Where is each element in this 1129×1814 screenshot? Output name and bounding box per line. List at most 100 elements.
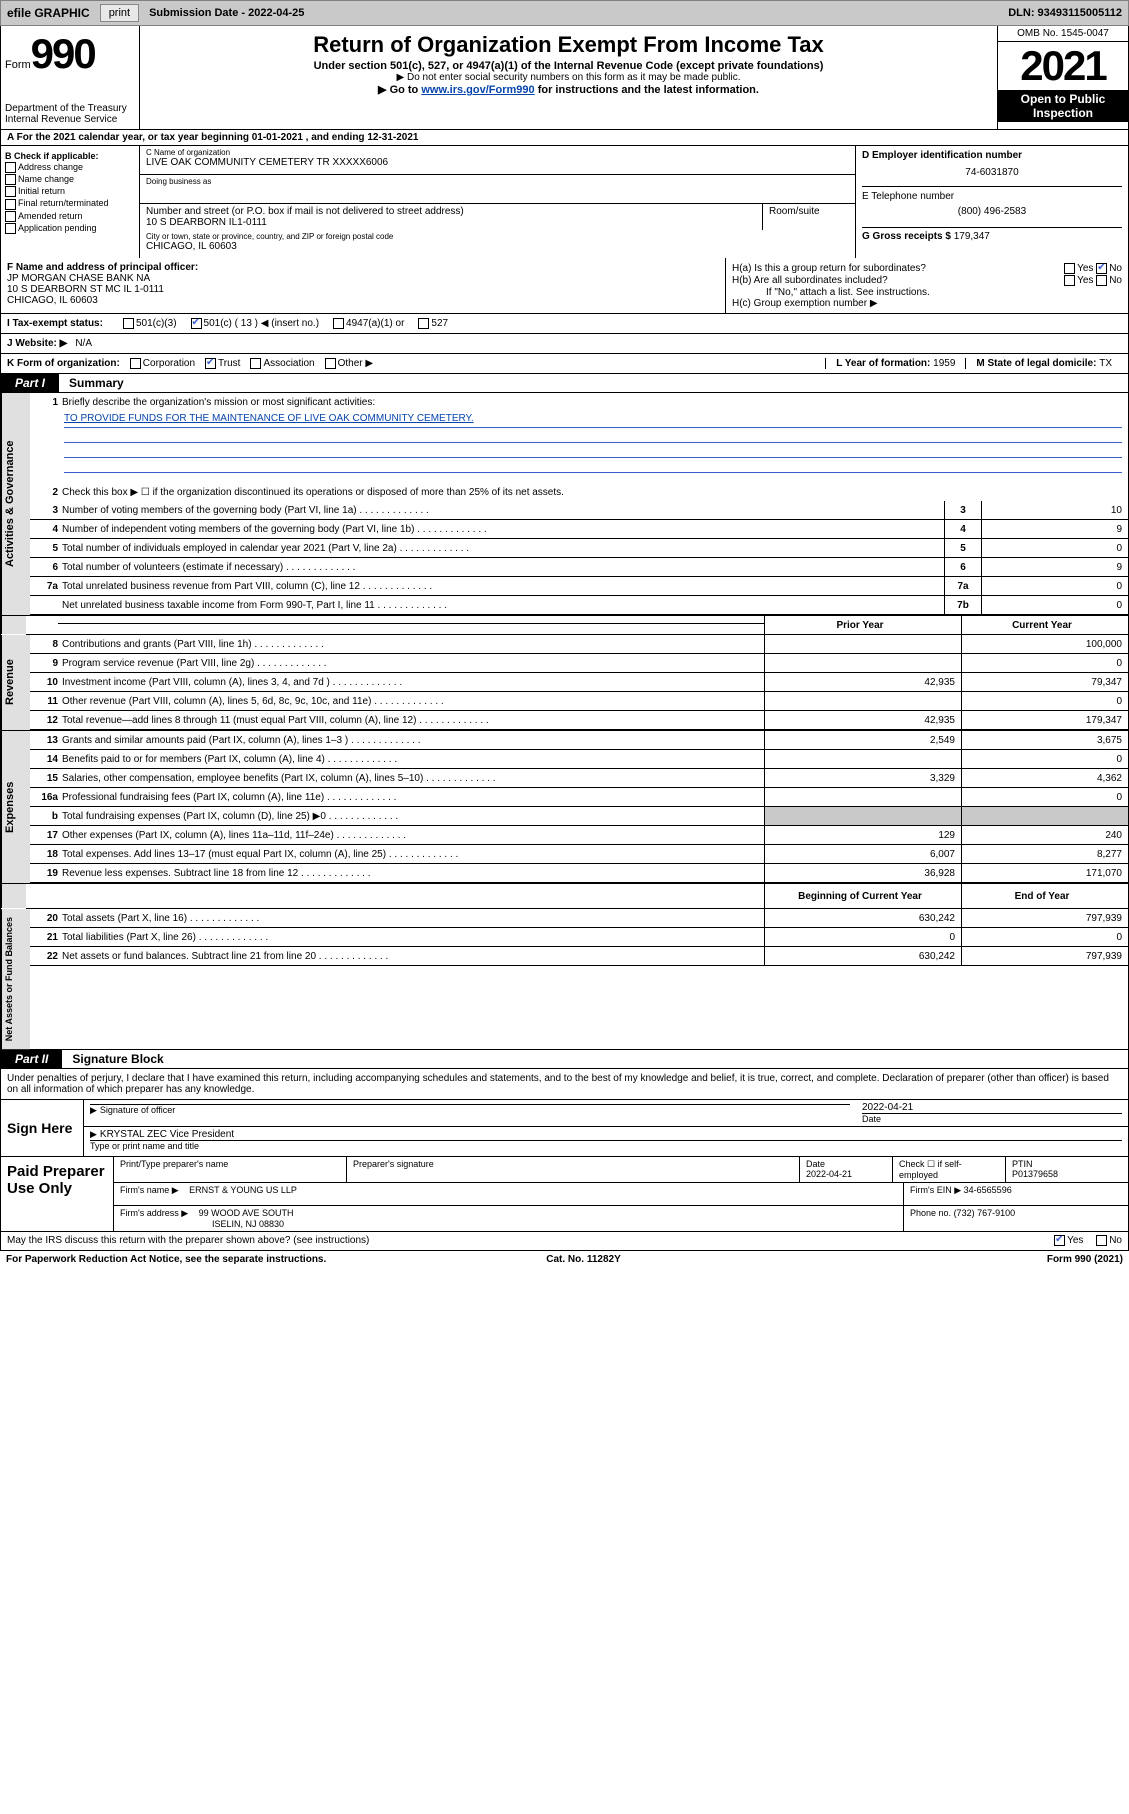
c-room-label: Room/suite — [769, 206, 849, 217]
line2-desc: Check this box ▶ ☐ if the organization d… — [62, 485, 1128, 500]
checkbox-icon[interactable] — [1064, 275, 1075, 286]
mission-line1: TO PROVIDE FUNDS FOR THE MAINTENANCE OF … — [64, 413, 1122, 428]
checkbox-icon[interactable] — [5, 162, 16, 173]
checkbox-icon[interactable] — [250, 358, 261, 369]
side-expenses: Expenses — [1, 731, 30, 883]
mission-line4 — [64, 458, 1122, 473]
f-line3: CHICAGO, IL 60603 — [7, 295, 719, 306]
tax-year: 2021 — [998, 42, 1128, 90]
prep-ptin-val: P01379658 — [1012, 1169, 1122, 1179]
c-name-label: C Name of organization — [146, 148, 849, 157]
checkbox-icon[interactable] — [5, 211, 16, 222]
checkbox-icon[interactable] — [1054, 1235, 1065, 1246]
d-label: D Employer identification number — [862, 150, 1122, 161]
checkbox-icon[interactable] — [1096, 275, 1107, 286]
f-line2: 10 S DEARBORN ST MC IL 1-0111 — [7, 284, 719, 295]
checkbox-icon[interactable] — [418, 318, 429, 329]
header-right: OMB No. 1545-0047 2021 Open to Public In… — [997, 26, 1128, 129]
print-button[interactable]: print — [100, 4, 139, 22]
checkbox-icon[interactable] — [191, 318, 202, 329]
prep-date-lbl: Date — [806, 1159, 886, 1169]
checkbox-icon[interactable] — [1096, 1235, 1107, 1246]
checkbox-icon[interactable] — [1064, 263, 1075, 274]
summary-line: 10Investment income (Part VIII, column (… — [30, 673, 1128, 692]
prep-name-lbl: Print/Type preparer's name — [120, 1159, 340, 1169]
footer-left: For Paperwork Reduction Act Notice, see … — [6, 1254, 326, 1265]
header-mid: Return of Organization Exempt From Incom… — [140, 26, 997, 129]
irs-link[interactable]: www.irs.gov/Form990 — [421, 84, 534, 96]
summary-line: 7aTotal unrelated business revenue from … — [30, 577, 1128, 596]
row-j: J Website: ▶ N/A — [0, 334, 1129, 354]
line1-desc: Briefly describe the organization's miss… — [62, 395, 1128, 410]
sub3-post: for instructions and the latest informat… — [535, 84, 759, 96]
netassets-header-row: Beginning of Current Year End of Year — [0, 884, 1129, 909]
checkbox-icon[interactable] — [5, 199, 16, 210]
end-year-hdr: End of Year — [961, 884, 1128, 908]
summary-line: Net unrelated business taxable income fr… — [30, 596, 1128, 615]
f-line1: JP MORGAN CHASE BANK NA — [7, 273, 719, 284]
dln-label: DLN: 93493115005112 — [1008, 7, 1122, 19]
checkbox-icon[interactable] — [1096, 263, 1107, 274]
hb-label: H(b) Are all subordinates included? — [732, 275, 932, 286]
prior-year-hdr: Prior Year — [764, 616, 961, 634]
firm-ein-val: 34-6565596 — [964, 1185, 1012, 1195]
summary-line: 14Benefits paid to or for members (Part … — [30, 750, 1128, 769]
firm-name-val: ERNST & YOUNG US LLP — [189, 1185, 297, 1195]
prep-self-emp: Check ☐ if self-employed — [899, 1159, 999, 1180]
checkbox-icon[interactable] — [5, 174, 16, 185]
checkbox-icon[interactable] — [5, 223, 16, 234]
checkbox-icon[interactable] — [325, 358, 336, 369]
row-i: I Tax-exempt status: 501(c)(3) 501(c) ( … — [0, 314, 1129, 334]
twocol-header-row: Prior Year Current Year — [0, 616, 1129, 635]
firm-ein-lbl: Firm's EIN ▶ — [910, 1185, 961, 1195]
hb-note: If "No," attach a list. See instructions… — [732, 287, 1122, 298]
side-netassets: Net Assets or Fund Balances — [1, 909, 30, 1049]
open-public-2: Inspection — [1000, 106, 1126, 120]
summary-line: 21Total liabilities (Part X, line 26)00 — [30, 928, 1128, 947]
chk-final: Final return/terminated — [5, 198, 135, 209]
l-value: 1959 — [933, 358, 955, 369]
form-word: Form — [5, 59, 31, 71]
checkbox-icon[interactable] — [205, 358, 216, 369]
side-activities: Activities & Governance — [1, 393, 30, 615]
netassets-section: Net Assets or Fund Balances 20Total asse… — [0, 909, 1129, 1050]
part2-tab: Part II — [1, 1050, 62, 1068]
part2-header: Part II Signature Block — [0, 1050, 1129, 1069]
j-value: N/A — [75, 338, 92, 349]
c-city-value: CHICAGO, IL 60603 — [146, 241, 849, 252]
d-ein: 74-6031870 — [862, 167, 1122, 178]
i-label: I Tax-exempt status: — [7, 318, 103, 329]
discuss-text: May the IRS discuss this return with the… — [7, 1235, 369, 1246]
prep-ptin-lbl: PTIN — [1012, 1159, 1122, 1169]
c-city-label: City or town, state or province, country… — [146, 232, 849, 241]
summary-line: 16aProfessional fundraising fees (Part I… — [30, 788, 1128, 807]
subtitle-3: ▶ Go to www.irs.gov/Form990 for instruct… — [148, 83, 989, 96]
form-header: Form 990 Department of the Treasury Inte… — [0, 26, 1129, 130]
checkbox-icon[interactable] — [130, 358, 141, 369]
row-k: K Form of organization: Corporation Trus… — [0, 354, 1129, 374]
summary-line: 11Other revenue (Part VIII, column (A), … — [30, 692, 1128, 711]
sig-name: KRYSTAL ZEC Vice President — [90, 1129, 1122, 1140]
beg-year-hdr: Beginning of Current Year — [764, 884, 961, 908]
checkbox-icon[interactable] — [123, 318, 134, 329]
discuss-row: May the IRS discuss this return with the… — [0, 1232, 1129, 1250]
open-public-1: Open to Public — [1000, 92, 1126, 106]
footer-right: Form 990 (2021) — [1047, 1254, 1123, 1265]
checkbox-icon[interactable] — [5, 186, 16, 197]
form-title: Return of Organization Exempt From Incom… — [148, 32, 989, 58]
paid-preparer-block: Paid Preparer Use Only Print/Type prepar… — [0, 1157, 1129, 1232]
side-blank — [1, 616, 26, 634]
summary-line: 15Salaries, other compensation, employee… — [30, 769, 1128, 788]
summary-line: 3Number of voting members of the governi… — [30, 501, 1128, 520]
form-number: 990 — [31, 30, 95, 78]
col-de: D Employer identification number 74-6031… — [856, 146, 1128, 258]
firm-addr-lbl: Firm's address ▶ — [120, 1208, 188, 1218]
paid-preparer-label: Paid Preparer Use Only — [1, 1157, 114, 1231]
summary-line: 4Number of independent voting members of… — [30, 520, 1128, 539]
sig-name-label: Type or print name and title — [90, 1140, 1122, 1151]
part2-title: Signature Block — [62, 1052, 163, 1066]
checkbox-icon[interactable] — [333, 318, 344, 329]
topbar: efile GRAPHIC print Submission Date - 20… — [0, 0, 1129, 26]
firm-name-lbl: Firm's name ▶ — [120, 1185, 179, 1195]
m-label: M State of legal domicile: — [976, 358, 1099, 369]
